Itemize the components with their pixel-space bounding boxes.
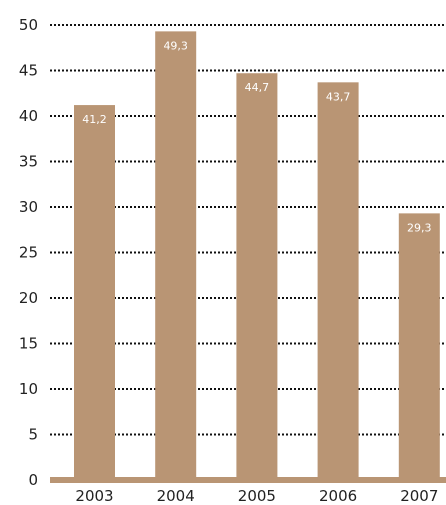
data-label-2003: 41,2 (82, 113, 107, 126)
bar-2004 (155, 31, 197, 481)
data-label-2007: 29,3 (407, 221, 432, 234)
bar-2006 (317, 82, 359, 480)
y-tick-label-25: 25 (19, 244, 38, 262)
x-tick-label-2007: 2007 (400, 487, 438, 505)
y-tick-label-5: 5 (28, 426, 38, 444)
x-tick-label-2003: 2003 (75, 487, 113, 505)
y-axis-tick-labels: 0 5 10 15 20 25 30 35 40 45 50 (19, 16, 38, 489)
bar-2003 (74, 105, 115, 480)
data-label-2004: 49,3 (163, 39, 188, 52)
x-axis-category-labels: 2003 2004 2005 2006 2007 (75, 487, 438, 505)
data-labels: 41,2 49,3 44,7 43,7 29,3 (82, 39, 431, 234)
y-tick-label-20: 20 (19, 289, 38, 307)
y-tick-label-30: 30 (19, 198, 38, 216)
x-tick-label-2005: 2005 (238, 487, 276, 505)
bars (74, 31, 440, 481)
y-tick-label-35: 35 (19, 153, 38, 171)
bar-2007 (398, 213, 440, 480)
y-tick-label-50: 50 (19, 16, 38, 34)
bar-2005 (236, 73, 278, 480)
y-tick-label-45: 45 (19, 62, 38, 80)
x-tick-label-2006: 2006 (319, 487, 357, 505)
data-label-2006: 43,7 (326, 90, 351, 103)
y-tick-label-40: 40 (19, 107, 38, 125)
x-tick-label-2004: 2004 (157, 487, 195, 505)
y-tick-label-0: 0 (28, 471, 38, 489)
y-tick-label-10: 10 (19, 380, 38, 398)
data-label-2005: 44,7 (245, 81, 270, 94)
y-tick-label-15: 15 (19, 335, 38, 353)
